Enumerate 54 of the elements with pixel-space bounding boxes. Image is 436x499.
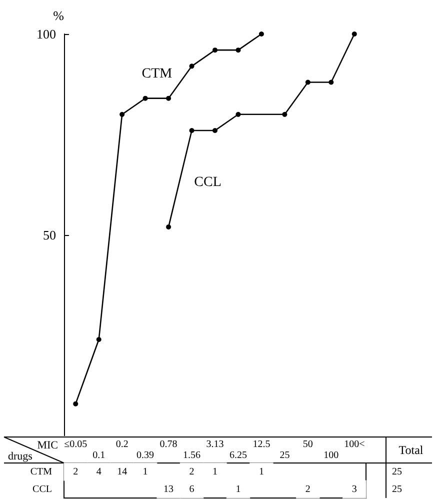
point bbox=[166, 224, 172, 230]
x-tick-label: 12.5 bbox=[252, 439, 270, 450]
point bbox=[212, 128, 218, 133]
series-label: CTM bbox=[142, 66, 173, 82]
data-label: 2 bbox=[189, 466, 194, 478]
data-label: 4 bbox=[96, 466, 102, 478]
x-tick-label: 0.2 bbox=[116, 439, 128, 450]
x-tick-label: 100< bbox=[344, 439, 366, 450]
x-axis-title: MIC bbox=[37, 440, 58, 452]
x-tick-label: 0.78 bbox=[160, 439, 178, 450]
x-tick-label: 3.13 bbox=[206, 439, 224, 450]
series-label: CCL bbox=[194, 175, 222, 190]
y-tick-label: CCL bbox=[32, 484, 52, 495]
y-axis-title: % bbox=[53, 8, 64, 23]
x-tick-label: 0.39 bbox=[136, 450, 154, 461]
y-axis-title: drugs bbox=[8, 450, 32, 462]
point bbox=[189, 64, 194, 69]
point bbox=[328, 80, 334, 85]
y-tick-label: CTM bbox=[30, 466, 52, 478]
point bbox=[120, 112, 125, 117]
data-label: 6 bbox=[189, 484, 194, 495]
x-tick-label: ≤0.05 bbox=[64, 439, 88, 450]
data-label: 14 bbox=[117, 466, 128, 478]
point bbox=[305, 80, 310, 85]
x-tick-label: 1.56 bbox=[183, 450, 201, 461]
x-tick-label: 100 bbox=[324, 450, 339, 461]
data-label: 2 bbox=[305, 484, 310, 495]
point bbox=[166, 96, 172, 101]
data-label: 13 bbox=[164, 484, 174, 495]
x-tick-label: 25 bbox=[280, 450, 290, 461]
point bbox=[282, 112, 288, 117]
y2-tick-label: 25 bbox=[392, 484, 402, 495]
x-tick-label: 50 bbox=[302, 439, 313, 450]
point bbox=[212, 48, 218, 53]
point bbox=[73, 401, 78, 406]
data-label: 1 bbox=[142, 466, 148, 478]
point bbox=[258, 32, 264, 36]
y-tick-label: 100 bbox=[36, 26, 56, 42]
point bbox=[236, 112, 241, 117]
data-label: 1 bbox=[212, 466, 218, 478]
data-label: 2 bbox=[73, 466, 78, 478]
point bbox=[189, 128, 194, 133]
x-tick-label: 0.1 bbox=[92, 450, 106, 461]
data-label: 3 bbox=[352, 484, 357, 495]
x-tick-label: 6.25 bbox=[229, 450, 247, 461]
point bbox=[96, 337, 102, 342]
y2-axis-title: Total bbox=[398, 443, 424, 457]
data-label: 1 bbox=[236, 484, 241, 495]
y-tick-label: 50 bbox=[43, 228, 56, 242]
point bbox=[236, 48, 241, 53]
data-label: 1 bbox=[258, 466, 264, 478]
point bbox=[352, 32, 357, 36]
y2-tick-label: 25 bbox=[392, 466, 402, 478]
point bbox=[142, 96, 148, 101]
